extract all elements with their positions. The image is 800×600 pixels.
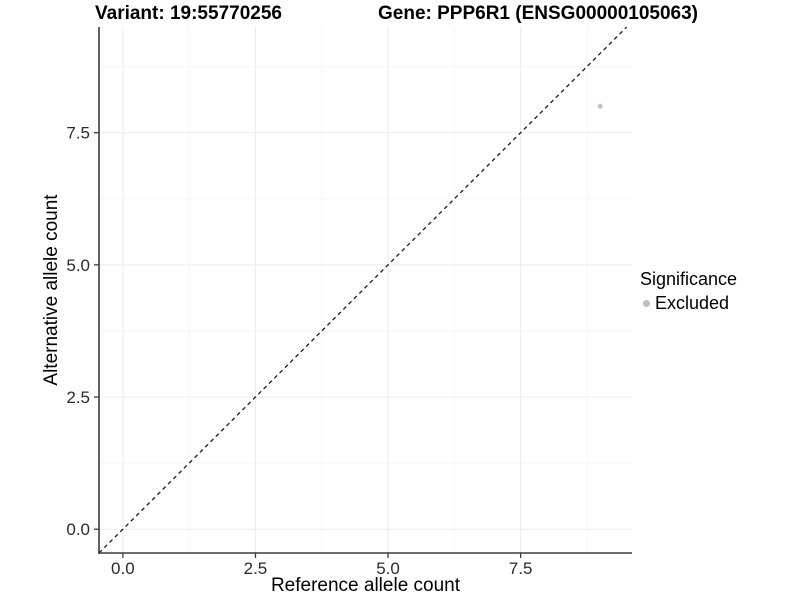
legend-title: Significance — [640, 269, 738, 289]
legend-key-dot-icon — [643, 299, 650, 307]
y-tick-label: 5.0 — [66, 256, 90, 275]
legend-entry-excluded: Excluded — [640, 292, 737, 314]
y-axis-title: Alternative allele count — [41, 194, 62, 386]
y-tick-label: 0.0 — [66, 520, 90, 539]
x-tick-label: 7.5 — [509, 559, 533, 578]
plot-title-gene: Gene: PPP6R1 (ENSG00000105063) — [378, 3, 699, 24]
x-tick-label: 0.0 — [111, 559, 135, 578]
identity-reference-line — [98, 26, 628, 554]
data-point — [597, 103, 603, 109]
legend: Significance Excluded — [640, 268, 737, 314]
y-tick-label: 7.5 — [66, 124, 90, 143]
legend-entry-label: Excluded — [655, 293, 730, 313]
x-tick-label: 5.0 — [376, 559, 400, 578]
plot-title-variant: Variant: 19:55770256 — [95, 3, 282, 24]
y-tick-label: 2.5 — [66, 388, 90, 407]
x-axis-title: Reference allele count — [270, 575, 461, 596]
x-tick-label: 2.5 — [244, 559, 268, 578]
